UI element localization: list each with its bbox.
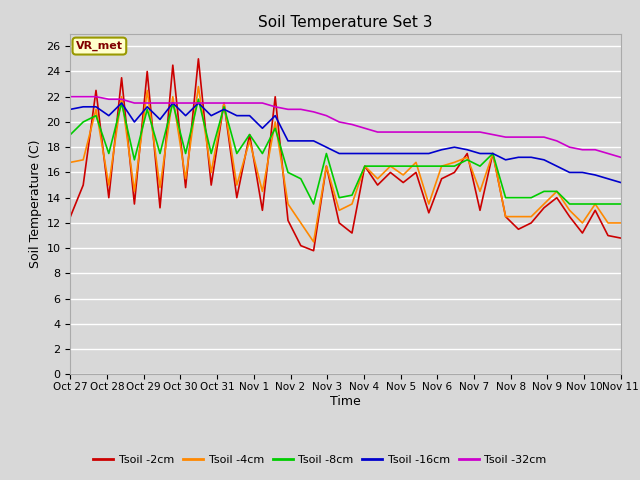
Text: VR_met: VR_met (76, 41, 123, 51)
Y-axis label: Soil Temperature (C): Soil Temperature (C) (29, 140, 42, 268)
Legend: Tsoil -2cm, Tsoil -4cm, Tsoil -8cm, Tsoil -16cm, Tsoil -32cm: Tsoil -2cm, Tsoil -4cm, Tsoil -8cm, Tsoi… (89, 451, 551, 469)
Title: Soil Temperature Set 3: Soil Temperature Set 3 (259, 15, 433, 30)
X-axis label: Time: Time (330, 395, 361, 408)
